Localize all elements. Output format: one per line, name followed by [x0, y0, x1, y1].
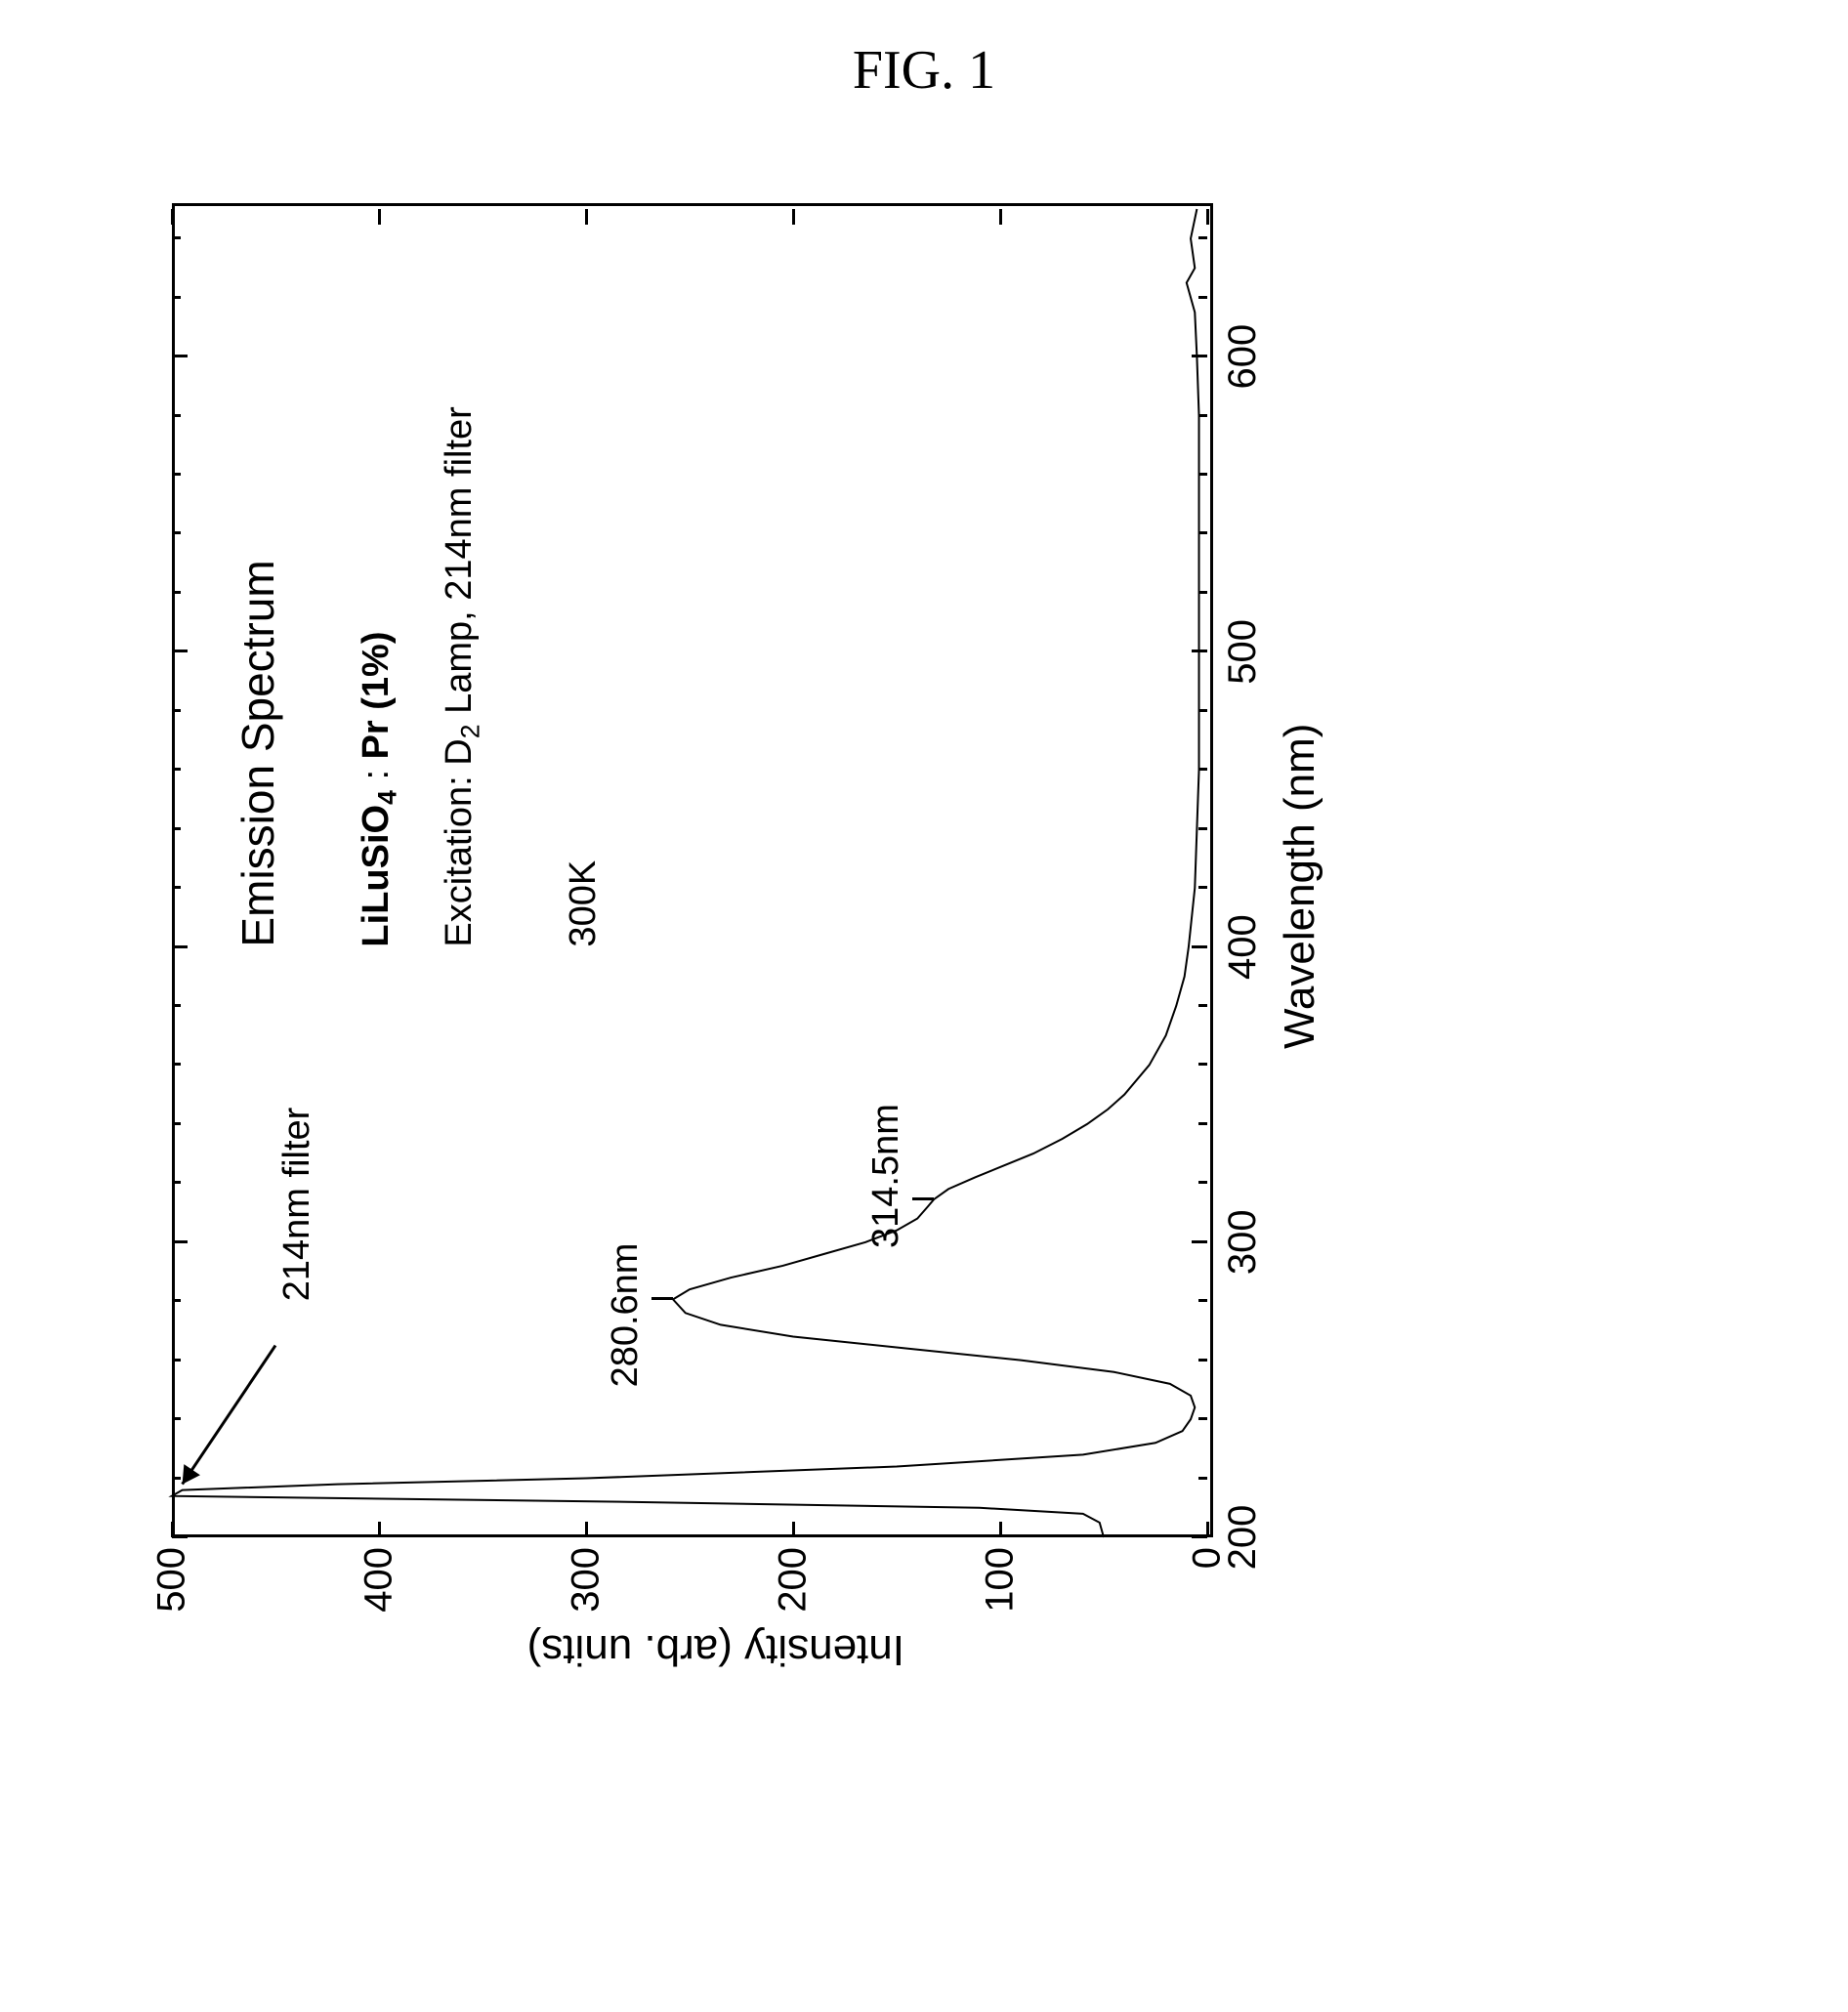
- chart-container: 2003004005006000100200300400500Wavelengt…: [94, 131, 1754, 1791]
- chart-annotation: LiLuSiO4 : Pr (1%): [356, 632, 403, 947]
- chart-annotation: Emission Spectrum: [231, 560, 284, 946]
- chart-annotation: Excitation: D2 Lamp, 214nm filter: [439, 406, 486, 946]
- chart-annotation: 300K: [563, 860, 605, 947]
- arrow-icon: [94, 160, 1256, 1791]
